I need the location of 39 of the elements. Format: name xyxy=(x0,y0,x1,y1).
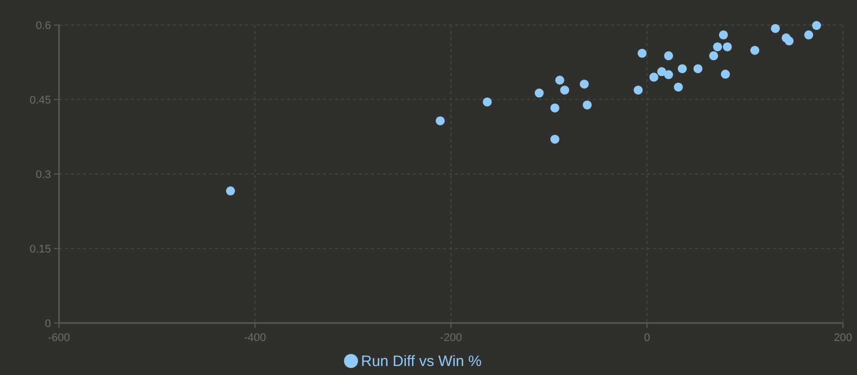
point xyxy=(550,134,560,144)
x-tick-label: -200 xyxy=(440,332,462,344)
point xyxy=(550,103,560,112)
point xyxy=(720,70,730,79)
point xyxy=(580,80,589,89)
point xyxy=(678,64,687,74)
point xyxy=(664,70,674,80)
point xyxy=(812,20,822,30)
point xyxy=(649,72,658,82)
x-tick-label: 200 xyxy=(834,332,852,344)
point xyxy=(674,82,683,92)
y-tick-label: 0.6 xyxy=(36,20,51,32)
x-tick-label: 0 xyxy=(644,332,650,344)
x-tick-label: -600 xyxy=(48,332,70,344)
point xyxy=(718,30,728,40)
point xyxy=(555,76,564,85)
legend-label: Run Diff vs Win % xyxy=(361,353,482,370)
y-tick-label: 0 xyxy=(44,318,51,330)
y-tick-label: 0.3 xyxy=(36,168,51,181)
point xyxy=(634,86,643,95)
point xyxy=(693,64,702,74)
point xyxy=(226,186,235,196)
point xyxy=(482,97,492,106)
x-tick-label: -400 xyxy=(244,332,266,344)
point xyxy=(722,42,732,52)
point xyxy=(436,116,445,126)
point xyxy=(664,51,674,60)
point xyxy=(713,42,722,52)
point xyxy=(534,88,544,98)
point xyxy=(804,30,814,40)
point xyxy=(750,46,760,55)
y-tick-label: 0.45 xyxy=(30,94,51,106)
point xyxy=(560,86,570,95)
point xyxy=(784,36,794,46)
point xyxy=(770,24,780,33)
point xyxy=(709,51,718,60)
point xyxy=(638,48,647,58)
point xyxy=(582,100,592,110)
y-tick-label: 0.15 xyxy=(30,243,51,256)
